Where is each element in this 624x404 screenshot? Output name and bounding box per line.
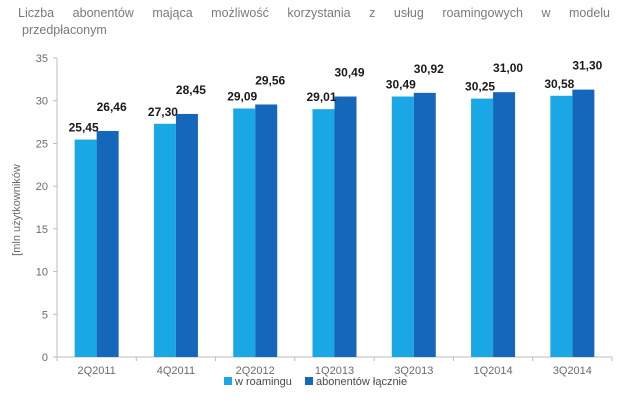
data-label: 29,56 bbox=[255, 73, 285, 87]
x-tick-label: 4Q2011 bbox=[157, 365, 195, 377]
x-tick-label: 3Q2013 bbox=[394, 365, 433, 377]
bar-w-roamingu bbox=[550, 95, 573, 357]
y-tick-label: 35 bbox=[36, 53, 48, 65]
x-tick-label: 1Q2014 bbox=[473, 365, 512, 377]
bar-w-roamingu bbox=[391, 96, 414, 357]
y-tick-label: 10 bbox=[36, 267, 48, 279]
chart-title-line-2: przedpłaconym bbox=[22, 23, 107, 37]
bar-w-roamingu bbox=[153, 123, 176, 357]
x-tick-label: 2Q2011 bbox=[77, 365, 115, 377]
data-label: 26,46 bbox=[97, 100, 127, 114]
bar-abonentow-lacznie bbox=[255, 104, 278, 357]
data-label: 30,58 bbox=[544, 77, 574, 91]
data-label: 31,00 bbox=[493, 61, 523, 75]
bar-w-roamingu bbox=[233, 108, 256, 358]
x-tick-label: 2Q2012 bbox=[236, 365, 275, 377]
data-label: 25,45 bbox=[69, 121, 99, 135]
y-axis-label: [mln użytkowników bbox=[11, 164, 23, 256]
data-label: 30,25 bbox=[465, 80, 495, 94]
bar-w-roamingu bbox=[471, 98, 494, 357]
y-tick-label: 30 bbox=[36, 96, 48, 108]
y-tick-label: 15 bbox=[36, 224, 48, 236]
data-label: 30,92 bbox=[414, 62, 444, 76]
x-tick-label: 3Q2014 bbox=[553, 365, 592, 377]
bars bbox=[74, 89, 595, 358]
data-label: 29,01 bbox=[306, 90, 336, 104]
y-tick-label: 0 bbox=[42, 352, 48, 364]
legend-label: abonentów łącznie bbox=[316, 376, 407, 388]
data-label: 27,30 bbox=[148, 105, 178, 119]
bar-abonentow-lacznie bbox=[413, 92, 436, 357]
bar-abonentow-lacznie bbox=[572, 89, 595, 357]
legend-swatch bbox=[224, 377, 232, 385]
chart-title: Liczba abonentów mająca możliwość korzys… bbox=[18, 5, 610, 39]
bar-abonentow-lacznie bbox=[334, 96, 357, 357]
legend: w roamingu abonentów łącznie bbox=[224, 376, 407, 388]
data-label: 29,09 bbox=[227, 89, 257, 103]
bar-w-roamingu bbox=[312, 109, 335, 357]
chart-title-line-1: Liczba abonentów mająca możliwość korzys… bbox=[18, 6, 610, 20]
bar-abonentow-lacznie bbox=[175, 113, 198, 357]
data-label: 30,49 bbox=[334, 66, 364, 80]
bar-abonentow-lacznie bbox=[96, 130, 119, 357]
bar-abonentow-lacznie bbox=[493, 92, 516, 358]
y-tick-label: 25 bbox=[36, 138, 48, 150]
data-label: 30,49 bbox=[386, 78, 416, 92]
legend-label: w roamingu bbox=[234, 376, 292, 388]
data-label: 28,45 bbox=[176, 83, 206, 97]
y-tick-label: 5 bbox=[42, 309, 48, 321]
legend-swatch bbox=[305, 377, 313, 385]
data-label: 31,30 bbox=[572, 59, 602, 73]
bar-w-roamingu bbox=[74, 139, 97, 357]
x-tick-label: 1Q2013 bbox=[315, 365, 354, 377]
y-tick-label: 20 bbox=[36, 181, 48, 193]
axes: 0 5 10 15 20 25 30 35 2Q2011 4Q2011 2Q2012 1Q2013 3Q… bbox=[36, 53, 613, 377]
data-labels: 25,45 26,46 27,30 28,45 29,09 29,56 29,01 30,49… bbox=[69, 59, 603, 135]
